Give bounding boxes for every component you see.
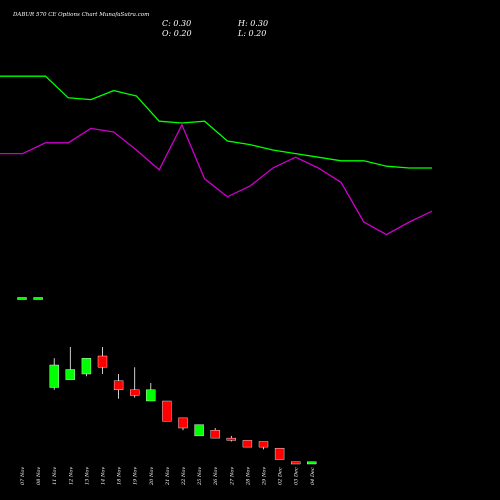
candle-body	[210, 430, 220, 439]
x-tick-label: 14 Nov	[101, 467, 107, 485]
candle-02-dec	[274, 448, 285, 460]
candle-body	[65, 369, 76, 380]
candle-25-nov	[194, 424, 204, 437]
x-axis-ticks: 07 Nov 08 Nov 11 Nov 12 Nov 13 Nov 14 Nov 18 N…	[20, 467, 316, 486]
open-readout: O: 0.20	[162, 29, 192, 38]
candle-body	[242, 440, 253, 448]
x-tick-label: 26 Nov	[213, 467, 219, 486]
candle-21-nov	[162, 400, 172, 422]
candle-28-nov	[242, 440, 253, 448]
x-tick-label: 08 Nov	[36, 467, 42, 485]
indicator-line-0	[0, 75, 432, 169]
x-tick-label: 19 Nov	[133, 467, 139, 485]
candle-03-dec	[291, 461, 301, 465]
x-tick-label: 27 Nov	[229, 467, 235, 486]
candle-body	[113, 380, 124, 390]
candles	[17, 297, 317, 465]
candle-07-nov	[17, 297, 27, 300]
candle-22-nov	[178, 417, 188, 431]
candle-27-nov	[226, 435, 237, 442]
candle-18-nov	[113, 374, 124, 399]
chart-title: DABUR 570 CE Options Chart MunafaSutra.c…	[12, 12, 149, 18]
candle-13-nov	[81, 358, 92, 377]
candle-body	[194, 424, 204, 437]
candle-body	[81, 358, 92, 375]
indicator-line-1	[0, 123, 433, 236]
candle-body	[274, 448, 285, 460]
x-tick-label: 20 Nov	[149, 467, 155, 486]
candle-body	[226, 437, 237, 441]
x-tick-label: 11 Nov	[52, 467, 58, 485]
x-tick-label: 28 Nov	[245, 467, 251, 486]
low-readout: L: 0.20	[237, 29, 266, 38]
x-tick-label: 12 Nov	[68, 467, 74, 485]
x-tick-label: 18 Nov	[117, 467, 123, 485]
candle-11-nov	[49, 358, 59, 390]
indicator-lines	[0, 75, 433, 236]
close-readout: C: 0.30	[162, 19, 191, 28]
candle-12-nov	[65, 347, 76, 380]
candle-26-nov	[210, 428, 220, 439]
high-readout: H: 0.30	[237, 19, 268, 28]
x-tick-label: 07 Nov	[20, 467, 26, 485]
candle-19-nov	[129, 367, 140, 398]
candle-body	[33, 297, 43, 300]
x-tick-label: 21 Nov	[165, 467, 171, 486]
candle-body	[146, 389, 156, 402]
candle-body	[307, 461, 317, 465]
x-tick-label: 02 Dec	[278, 467, 284, 485]
candle-14-nov	[97, 347, 108, 374]
candle-body	[49, 364, 59, 388]
candle-body	[97, 355, 108, 368]
x-tick-label: 04 Dec	[310, 467, 316, 485]
candle-body	[291, 461, 301, 465]
candle-body	[258, 441, 269, 448]
candle-29-nov	[258, 441, 269, 450]
candle-20-nov	[146, 383, 156, 402]
candle-body	[178, 417, 188, 429]
x-tick-label: 03 Dec	[294, 467, 300, 485]
candle-08-nov	[33, 297, 43, 300]
x-tick-label: 29 Nov	[262, 467, 268, 486]
x-tick-label: 25 Nov	[197, 467, 203, 486]
x-tick-label: 13 Nov	[84, 467, 90, 485]
candle-body	[17, 297, 27, 300]
x-tick-label: 22 Nov	[181, 467, 187, 486]
candle-body	[129, 389, 140, 396]
candle-04-dec	[307, 461, 317, 465]
candle-body	[162, 400, 172, 422]
